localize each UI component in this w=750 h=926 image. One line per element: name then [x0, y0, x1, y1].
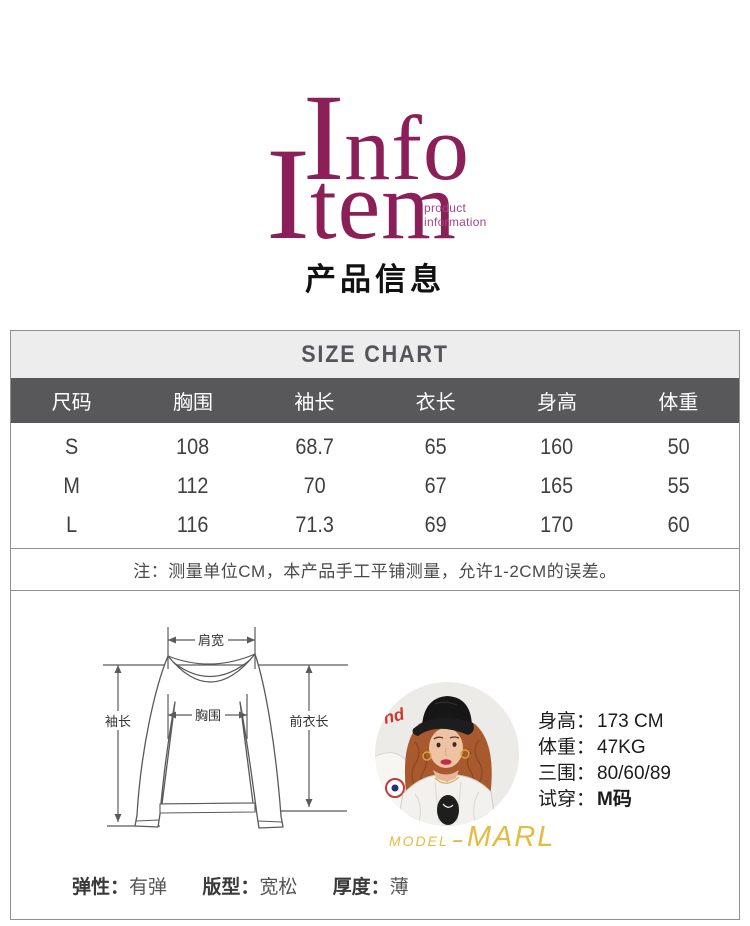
- model-caption-word: MODEL: [389, 833, 449, 849]
- logo-item: Item: [266, 128, 457, 260]
- column-header-length: 衣长: [415, 392, 456, 414]
- arrowheads: [114, 636, 313, 822]
- table-row: L 116 71.3 69 170 60: [11, 512, 739, 538]
- size-chart-body: S 108 68.7 65 160 50 M 112 70 67 165 55 …: [11, 423, 739, 549]
- cell-chest: 108: [176, 433, 210, 459]
- fabric-attributes: 弹性：有弹 版型：宽松 厚度：薄: [72, 872, 439, 899]
- cell-size: M: [63, 472, 80, 498]
- size-chart-box: SIZE CHART 尺码 胸围 袖长 衣长 身高 体重 S 108 68.7 …: [10, 330, 740, 920]
- dimension-labels: 肩宽 胸围 袖长 前衣长: [102, 631, 332, 730]
- chest-label: 胸围: [195, 708, 221, 723]
- stat-label: 体重：: [538, 737, 596, 758]
- stat-height: 身高： 173 CM: [538, 709, 671, 735]
- cell-weight: 60: [667, 511, 690, 537]
- column-header-chest: 胸围: [172, 392, 213, 414]
- logo-info-dropcap: I: [303, 69, 345, 206]
- attribute-thickness: 厚度：薄: [333, 872, 409, 899]
- table-row: S 108 68.7 65 160 50: [11, 434, 739, 460]
- cell-weight: 50: [667, 433, 690, 459]
- measurement-note: 注：测量单位CM，本产品手工平铺测量，允许1-2CM的误差。: [11, 549, 739, 591]
- cell-height: 170: [540, 511, 574, 537]
- logo-tagline-line1: product: [424, 201, 467, 215]
- cell-sleeve: 71.3: [295, 511, 334, 537]
- sleeve-length-label: 袖长: [105, 714, 131, 729]
- stat-label: 身高：: [538, 711, 596, 732]
- model-photo: nd: [375, 682, 519, 826]
- table-row: M 112 70 67 165 55: [11, 473, 739, 499]
- garment-diagram: 肩宽 胸围 袖长 前衣长: [102, 627, 348, 829]
- sweater-ribbing: [135, 802, 283, 823]
- stat-value: M码: [597, 789, 632, 810]
- attribute-value: 有弹: [129, 877, 168, 898]
- cell-size: L: [66, 511, 78, 537]
- attribute-label: 弹性：: [72, 877, 130, 898]
- stat-weight: 体重： 47KG: [538, 735, 671, 761]
- cell-sleeve: 68.7: [295, 433, 334, 459]
- model-stats: 身高： 173 CM 体重： 47KG 三围： 80/60/89 试穿： M码: [538, 709, 671, 813]
- cell-sleeve: 70: [303, 472, 326, 498]
- attribute-fit: 版型：宽松: [202, 872, 297, 899]
- logo-tagline-line2: information: [424, 214, 487, 229]
- logo-tagline: product information: [424, 201, 487, 230]
- sweater-collar: [167, 653, 256, 678]
- attribute-elasticity: 弹性：有弹: [72, 872, 167, 899]
- cell-height: 165: [540, 472, 574, 498]
- stat-value: 47KG: [597, 737, 646, 758]
- size-chart-header-row: 尺码 胸围 袖长 衣长 身高 体重: [11, 378, 739, 423]
- stat-value: 80/60/89: [597, 763, 671, 784]
- stat-label: 试穿：: [538, 789, 596, 810]
- attribute-label: 版型：: [202, 877, 260, 898]
- logo-info: Info: [303, 76, 470, 200]
- cell-chest: 116: [177, 511, 209, 537]
- cell-length: 65: [424, 433, 447, 459]
- model-caption-name: MARL: [466, 821, 556, 853]
- detail-section: 肩宽 胸围 袖长 前衣长 nd: [11, 591, 739, 919]
- logo-item-dropcap: I: [266, 120, 310, 267]
- size-chart-title-text: SIZE CHART: [301, 340, 449, 368]
- page-title: 产品信息: [305, 262, 445, 297]
- attribute-value: 宽松: [259, 877, 298, 898]
- stat-measurements: 三围： 80/60/89: [538, 761, 671, 787]
- stat-fitting-size: 试穿： M码: [538, 787, 671, 813]
- cell-height: 160: [540, 433, 574, 459]
- attribute-label: 厚度：: [332, 877, 390, 898]
- column-header-size: 尺码: [51, 392, 92, 414]
- model-photo-illustration: nd: [375, 682, 519, 826]
- cell-length: 69: [424, 511, 447, 537]
- front-length-label: 前衣长: [289, 714, 328, 729]
- shoulder-width-label: 肩宽: [198, 633, 224, 648]
- column-header-height: 身高: [536, 392, 577, 414]
- model-caption: MODEL – MARL: [389, 821, 555, 854]
- cell-chest: 112: [177, 472, 209, 498]
- logo-item-rest: tem: [309, 152, 457, 259]
- cell-size: S: [65, 433, 79, 459]
- stat-label: 三围：: [538, 763, 596, 784]
- stat-value: 173 CM: [597, 711, 664, 732]
- sweater-outline: [134, 653, 284, 829]
- model-caption-dash: –: [452, 830, 463, 850]
- column-header-weight: 体重: [658, 392, 699, 414]
- cell-weight: 55: [667, 472, 690, 498]
- column-header-sleeve: 袖长: [294, 392, 335, 414]
- logo-info-rest: nfo: [344, 97, 470, 199]
- size-chart-title: SIZE CHART: [11, 331, 739, 378]
- attribute-value: 薄: [389, 877, 409, 898]
- cell-length: 67: [424, 472, 447, 498]
- dimension-arrows: [117, 627, 310, 822]
